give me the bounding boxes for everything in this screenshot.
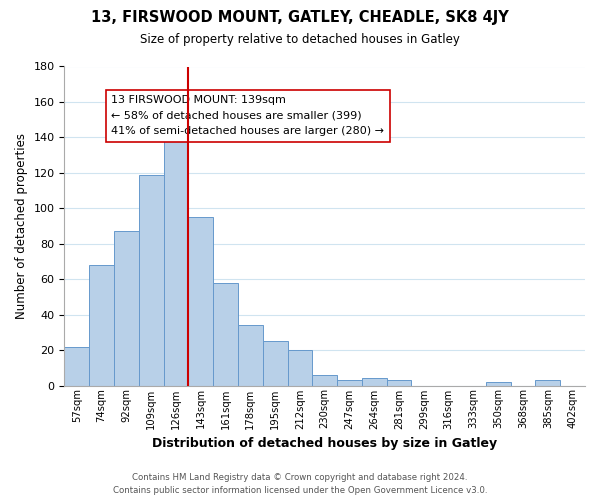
Bar [263,341,287,386]
Text: 13, FIRSWOOD MOUNT, GATLEY, CHEADLE, SK8 4JY: 13, FIRSWOOD MOUNT, GATLEY, CHEADLE, SK8… [91,10,509,25]
Bar [238,326,263,386]
Bar [139,174,164,386]
X-axis label: Distribution of detached houses by size in Gatley: Distribution of detached houses by size … [152,437,497,450]
Bar [386,380,412,386]
Bar [164,138,188,386]
Bar [89,265,114,386]
Bar [535,380,560,386]
Bar [64,346,89,386]
Bar [287,350,313,386]
Text: Contains HM Land Registry data © Crown copyright and database right 2024.
Contai: Contains HM Land Registry data © Crown c… [113,474,487,495]
Bar [188,217,213,386]
Bar [337,380,362,386]
Text: 13 FIRSWOOD MOUNT: 139sqm
← 58% of detached houses are smaller (399)
41% of semi: 13 FIRSWOOD MOUNT: 139sqm ← 58% of detac… [111,95,384,136]
Text: Size of property relative to detached houses in Gatley: Size of property relative to detached ho… [140,32,460,46]
Bar [114,232,139,386]
Bar [486,382,511,386]
Bar [362,378,386,386]
Bar [313,375,337,386]
Bar [213,282,238,386]
Y-axis label: Number of detached properties: Number of detached properties [15,133,28,319]
